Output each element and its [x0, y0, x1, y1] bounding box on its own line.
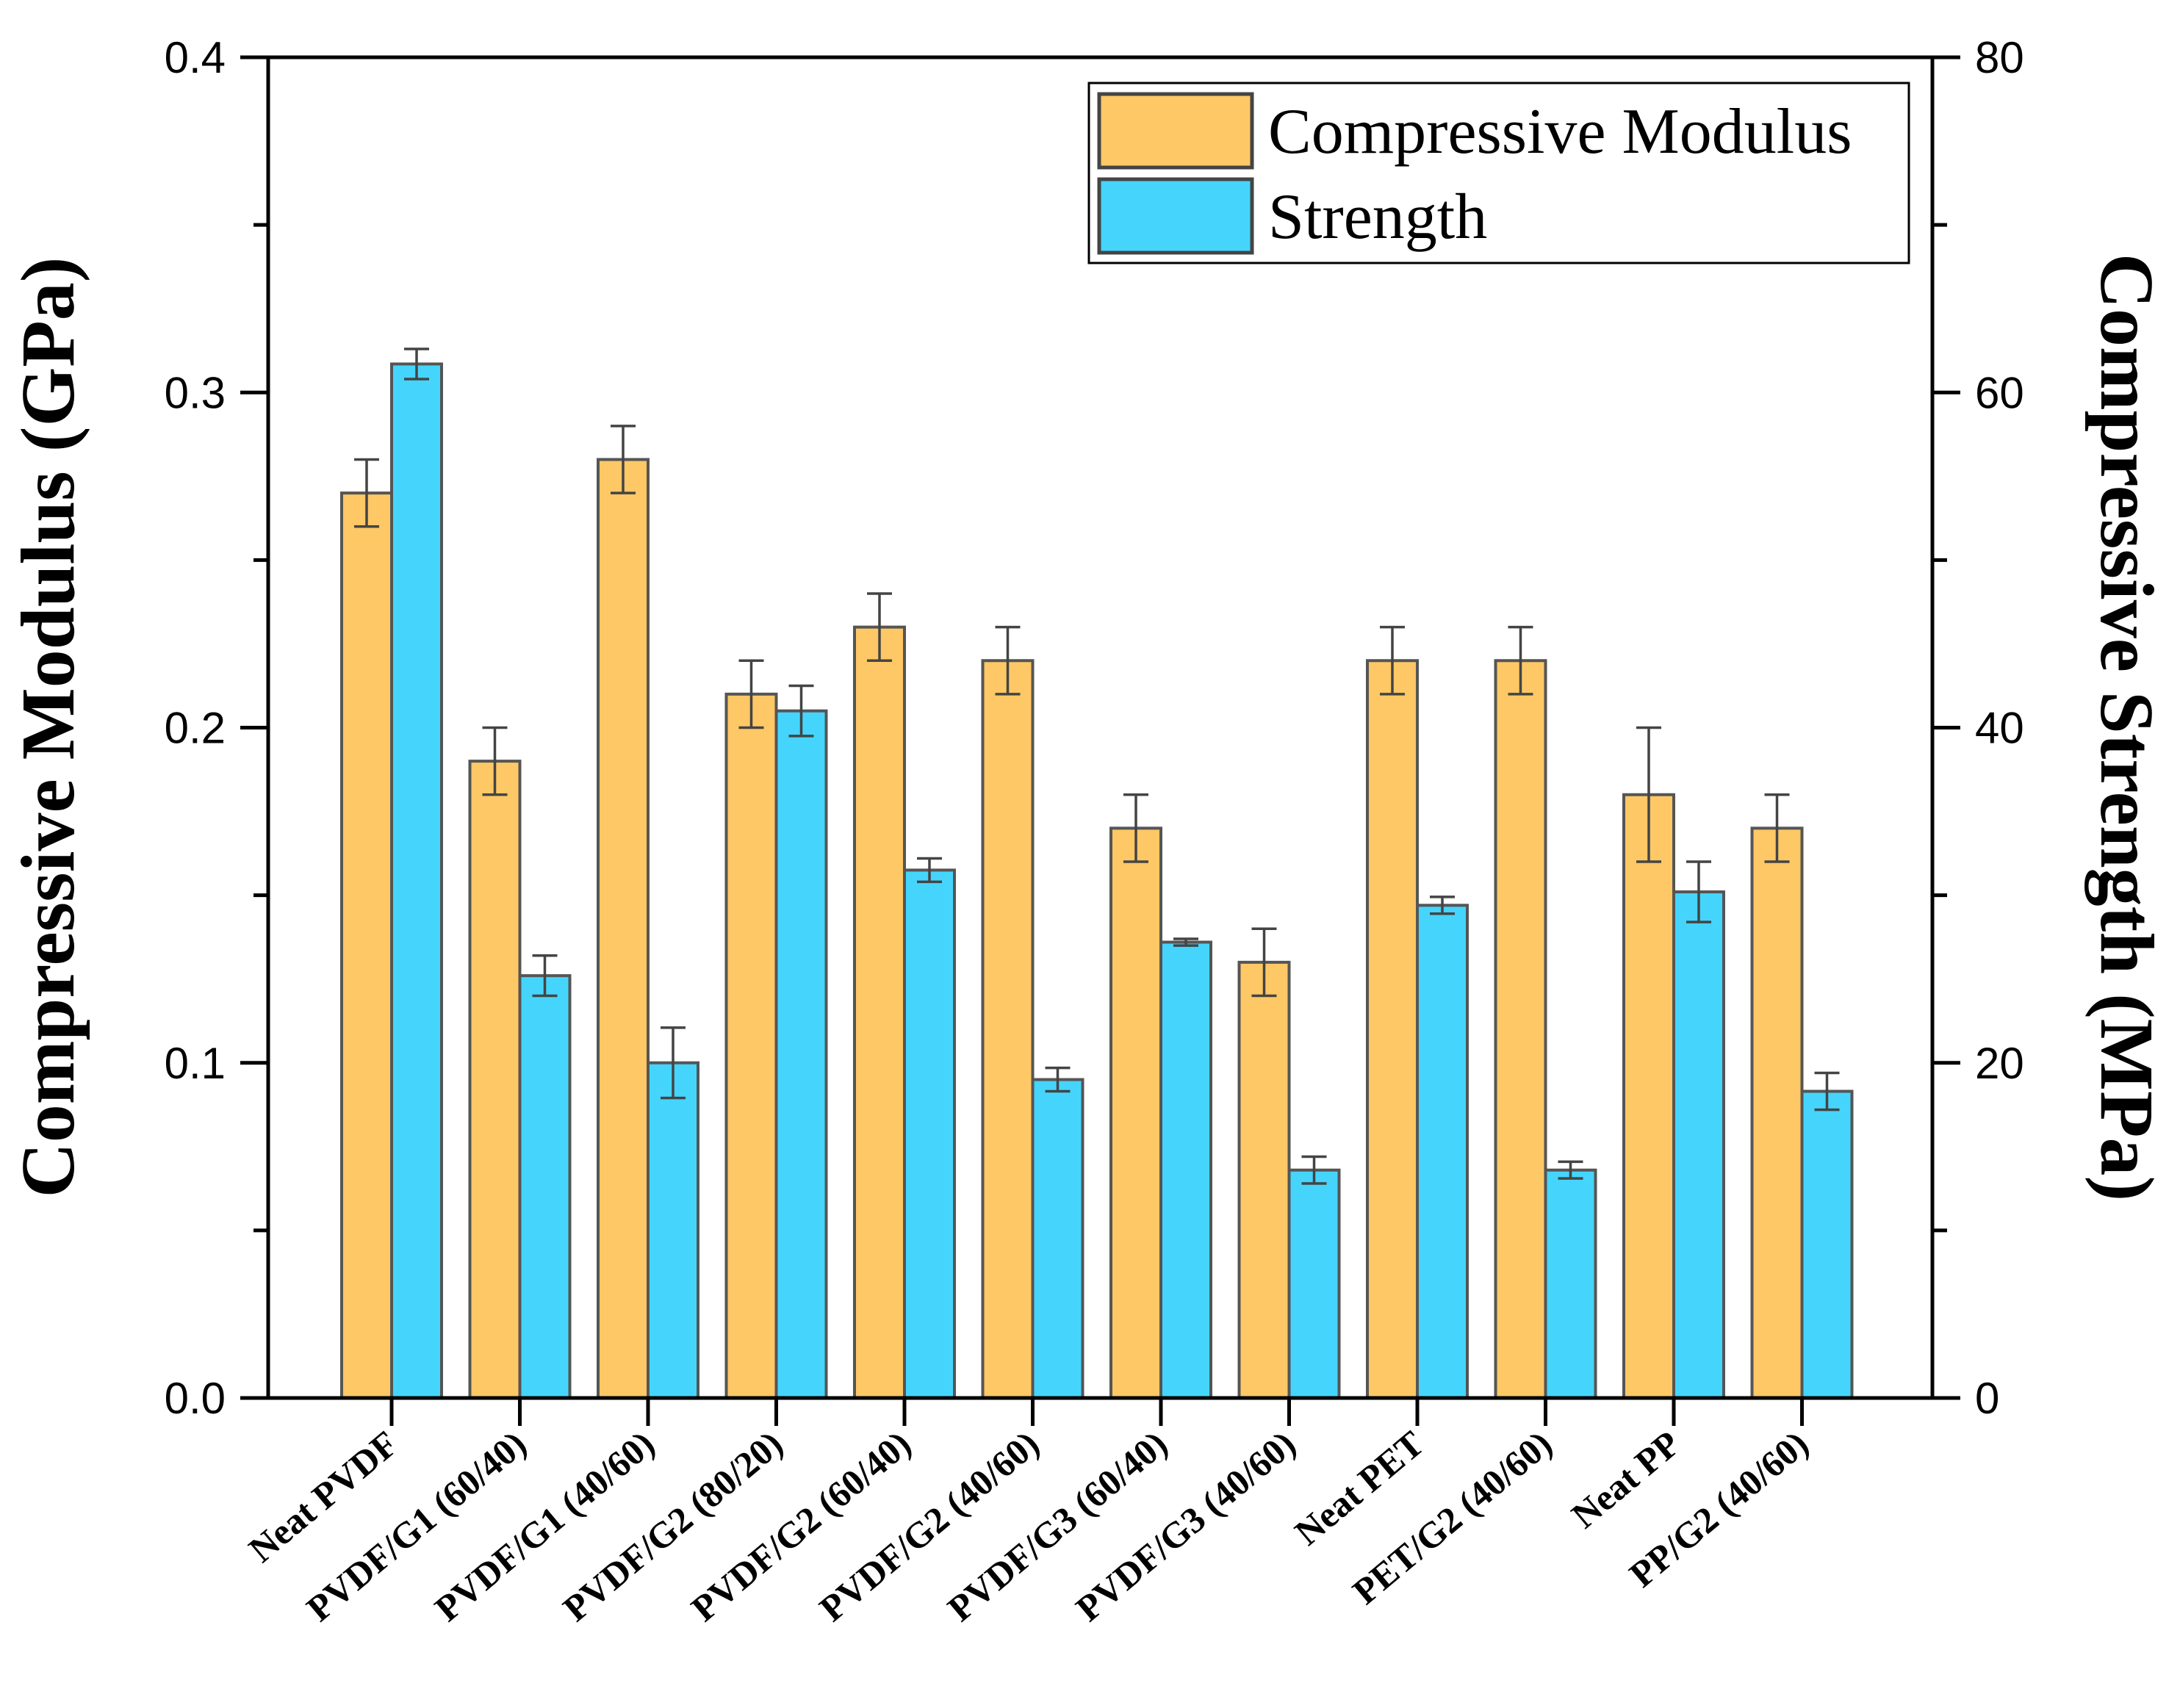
bar	[1416, 904, 1469, 1399]
bar	[390, 362, 443, 1399]
bars-layer	[340, 362, 1854, 1399]
bar	[1287, 1168, 1341, 1399]
bar	[1750, 826, 1804, 1399]
bar	[1622, 793, 1675, 1399]
y-axis-title: Compressive Modulus (GPa)	[6, 257, 90, 1198]
bar	[774, 709, 828, 1399]
bar	[468, 760, 522, 1399]
y2-tick-label: 20	[1975, 1039, 2024, 1088]
bar	[647, 1061, 699, 1399]
y-tick-label: 0.3	[165, 368, 226, 417]
y-tick-label: 0.2	[165, 704, 226, 753]
bar	[853, 625, 906, 1399]
legend-label-compressive-modulus: Compressive Modulus	[1268, 96, 1852, 167]
bar	[1109, 826, 1162, 1399]
bar	[1672, 890, 1725, 1399]
bar	[724, 692, 778, 1399]
bar	[1544, 1168, 1597, 1399]
y2-tick-label: 80	[1975, 33, 2024, 82]
y2-tick-label: 40	[1975, 704, 2024, 753]
bar	[340, 491, 393, 1399]
bar	[1494, 659, 1547, 1399]
y2-tick-label: 0	[1975, 1374, 1999, 1423]
y-tick-label: 0.4	[165, 33, 226, 82]
bar	[1366, 659, 1419, 1399]
y2-tick-label: 60	[1975, 368, 2024, 417]
errorbars-layer	[354, 347, 1840, 1185]
bar	[597, 458, 650, 1399]
legend-label-strength: Strength	[1268, 181, 1487, 253]
y2-axis-title: Compressive Strength (MPa)	[2084, 253, 2169, 1201]
bar	[518, 974, 572, 1399]
bar	[1031, 1078, 1084, 1399]
bar	[981, 659, 1035, 1399]
bar	[1800, 1089, 1854, 1399]
legend: Compressive Modulus Strength	[1087, 82, 1910, 264]
bar	[1159, 940, 1212, 1399]
y-tick-label: 0.1	[165, 1039, 226, 1088]
bar	[903, 868, 956, 1399]
y-tick-label: 0.0	[165, 1374, 226, 1423]
bar	[1237, 960, 1291, 1399]
legend-swatch-compressive-modulus	[1097, 92, 1254, 170]
legend-swatch-strength	[1097, 177, 1254, 255]
